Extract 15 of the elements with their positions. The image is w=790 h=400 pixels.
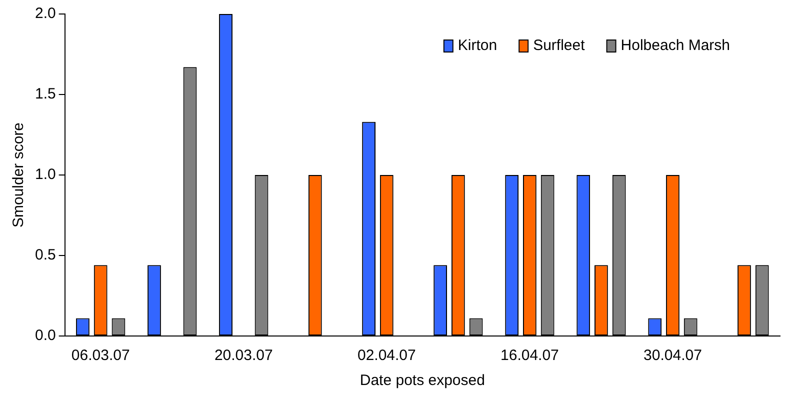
y-tick-label: 2.0 bbox=[34, 5, 56, 22]
y-tick-label: 1.0 bbox=[34, 166, 56, 184]
y-tick-label: 0.0 bbox=[34, 327, 56, 344]
y-axis-title: Smoulder score bbox=[10, 122, 28, 228]
x-tick-label: 30.04.07 bbox=[644, 347, 702, 364]
x-tick-label: 02.04.07 bbox=[357, 347, 416, 364]
x-tick-label: 16.04.07 bbox=[500, 347, 559, 364]
x-axis-title: Date pots exposed bbox=[360, 372, 485, 390]
x-tick-label: 20.03.07 bbox=[214, 347, 273, 364]
legend-label: Kirton bbox=[458, 37, 498, 54]
y-tick-label: 0.5 bbox=[34, 246, 56, 264]
legend-label: Holbeach Marsh bbox=[620, 37, 730, 54]
legend-label: Surfleet bbox=[533, 37, 586, 54]
x-tick-label: 06.03.07 bbox=[71, 347, 130, 364]
y-tick-label: 1.5 bbox=[34, 86, 56, 103]
